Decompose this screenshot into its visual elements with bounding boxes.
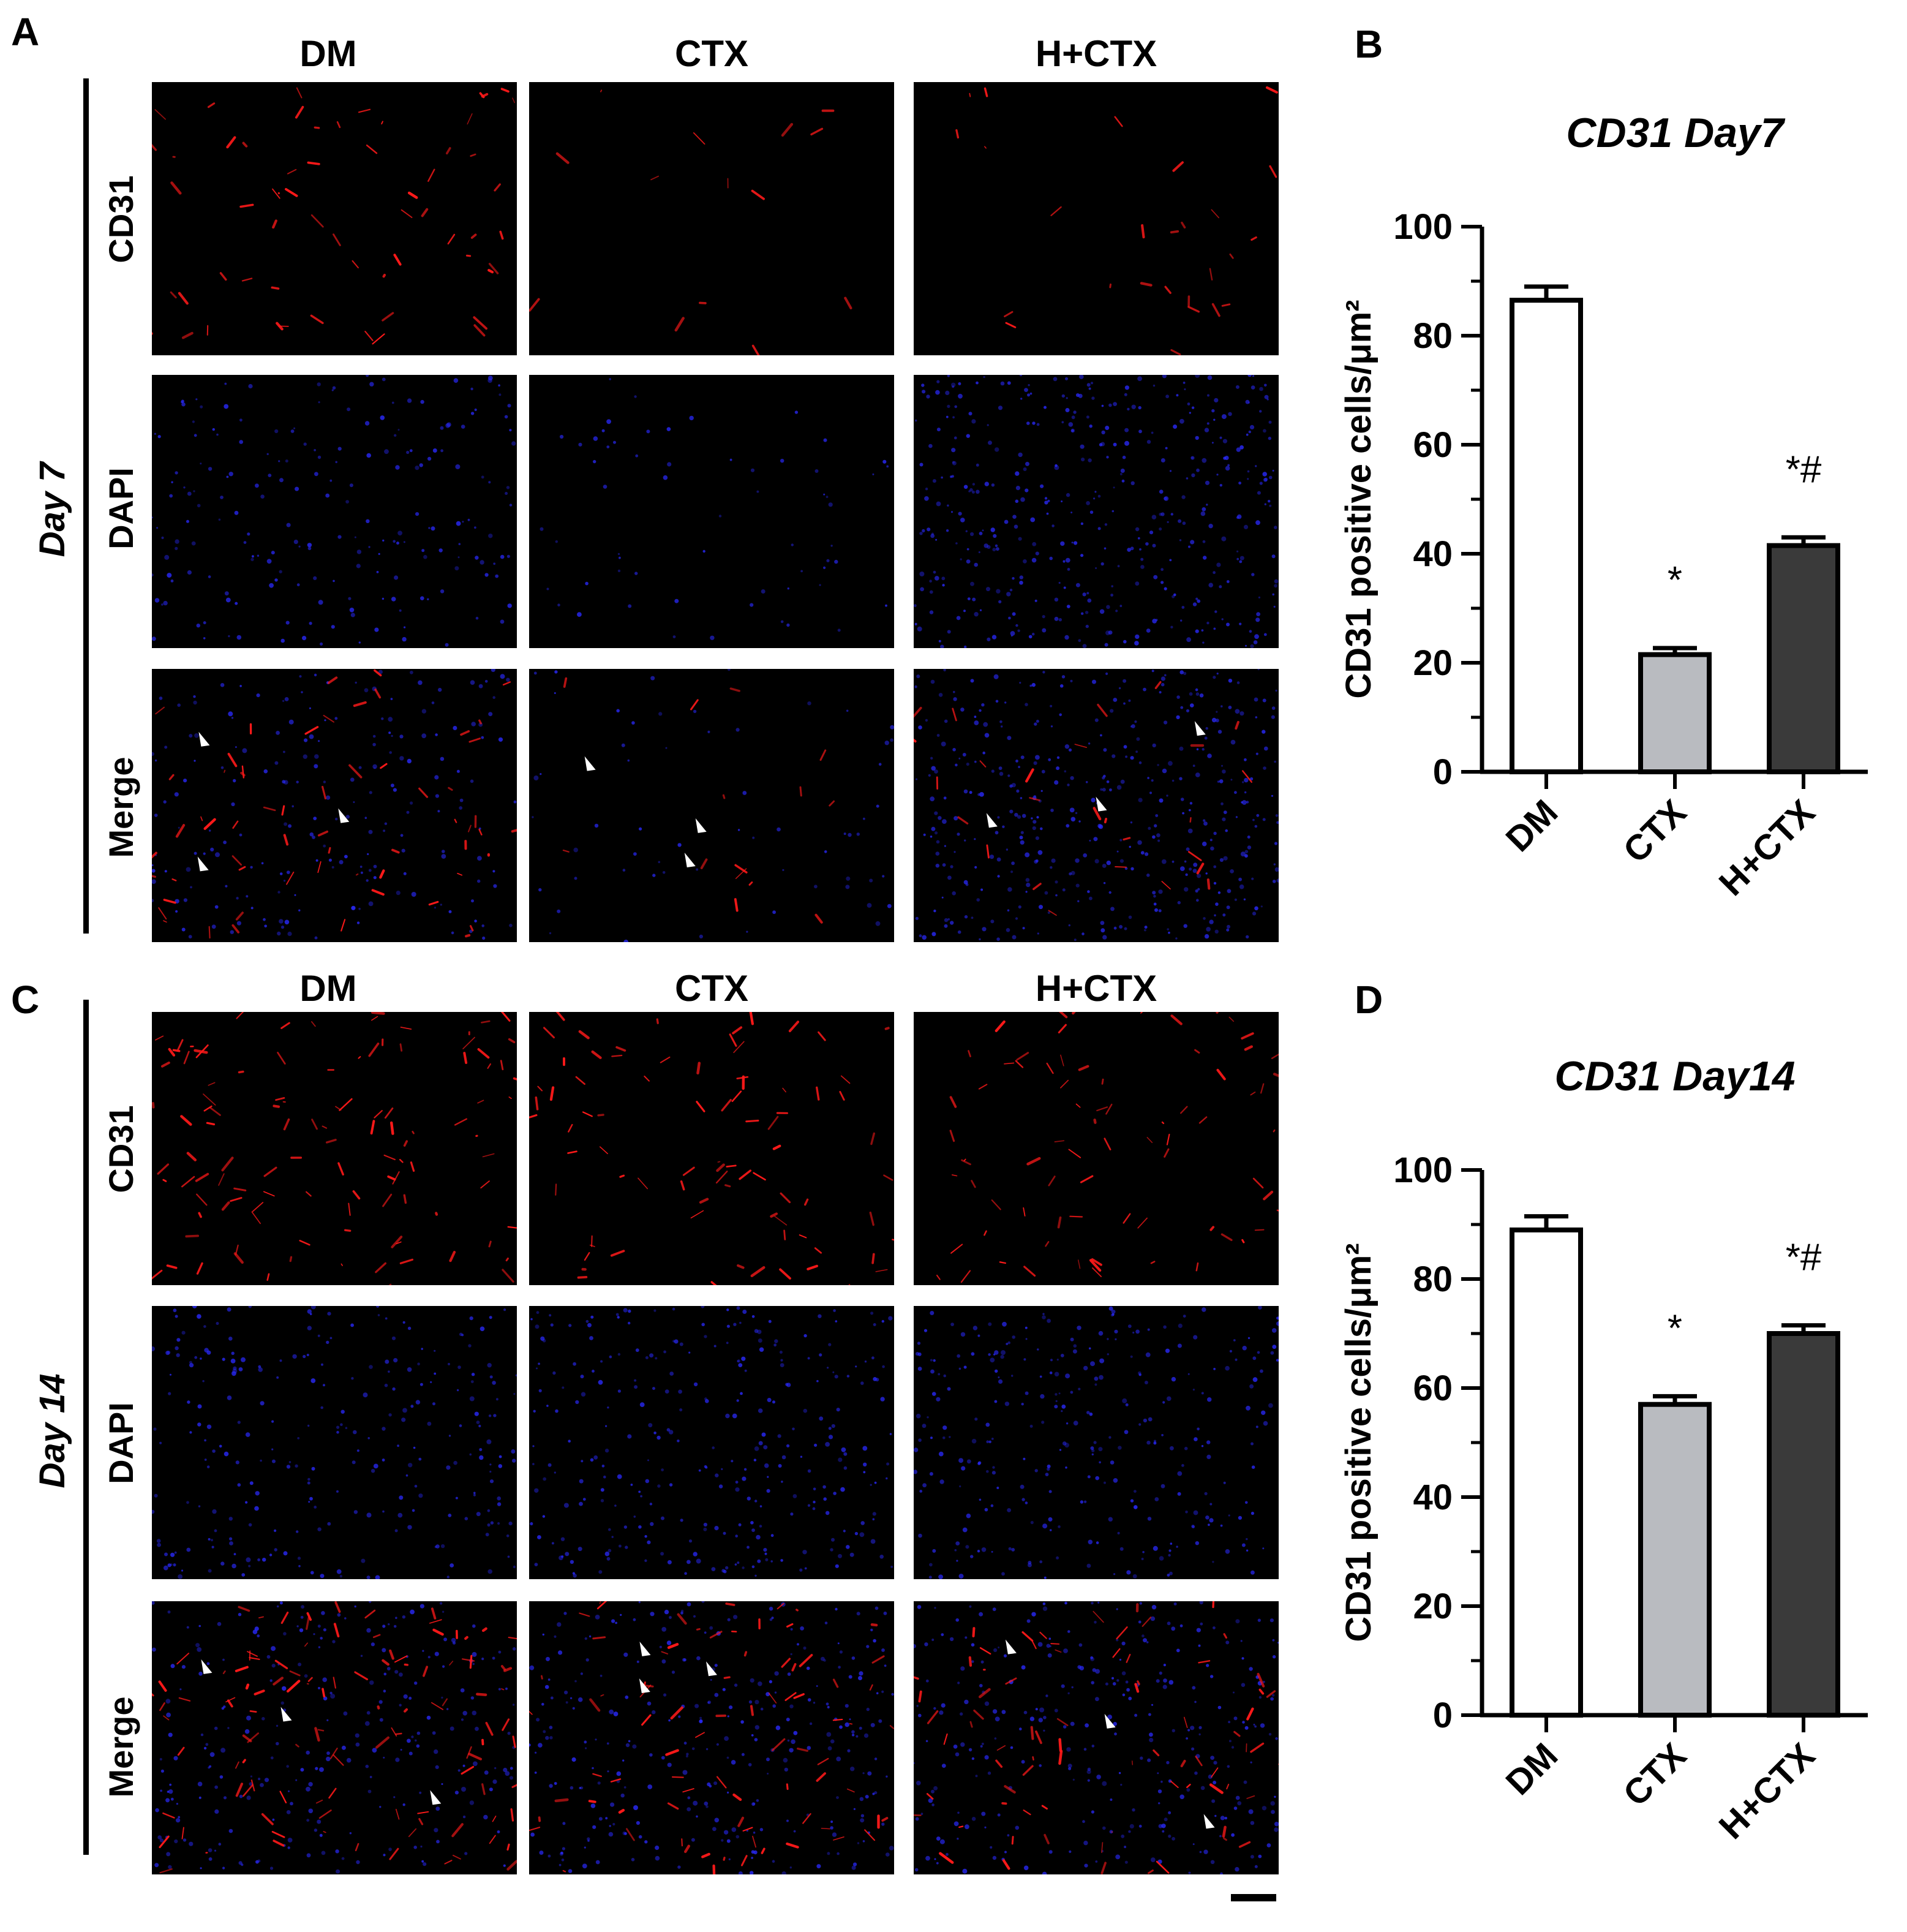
y-tick-label: 100 <box>1393 1150 1453 1190</box>
micrograph-dapi-dm-day14 <box>152 1306 517 1579</box>
panel-letter-c: C <box>11 978 40 1022</box>
row-label-merge-day14: Merge <box>102 1696 140 1798</box>
x-tick-label: H+CTX <box>1712 1735 1823 1847</box>
micrograph-merge-ctx-day7 <box>529 669 894 942</box>
y-tick-label: 0 <box>1433 1696 1453 1735</box>
micrograph-cd31-dm-day7 <box>152 82 517 355</box>
x-tick-label: DM <box>1498 1735 1565 1803</box>
column-header-hctx: H+CTX <box>1035 33 1157 74</box>
micrograph-cd31-ctx-day7 <box>529 82 894 355</box>
significance-mark: * <box>1668 1307 1682 1349</box>
bar-DM <box>1510 1227 1583 1718</box>
bar-CTX <box>1638 1402 1712 1718</box>
micrograph-merge-hctx-day7 <box>914 669 1279 942</box>
significance-mark: * <box>1668 559 1682 602</box>
micrograph-merge-hctx-day14 <box>914 1601 1279 1874</box>
row-label-dapi-day7: DAPI <box>102 467 140 549</box>
bar-CTX <box>1638 652 1712 775</box>
micrograph-dapi-ctx-day14 <box>529 1306 894 1579</box>
column-header-dm: DM <box>299 33 357 74</box>
x-tick-label: H+CTX <box>1712 792 1823 904</box>
day7-label: Day 7 <box>32 462 72 557</box>
micrograph-dapi-hctx-day7 <box>914 375 1279 648</box>
column-header-hctx-day14: H+CTX <box>1035 968 1157 1009</box>
chart-cd31-day14: CD31 Day14 CD31 positive cells/μm² 0 20 40 60… <box>1339 1053 1868 1847</box>
y-axis-label: CD31 positive cells/μm² <box>1339 300 1379 698</box>
y-tick-label: 0 <box>1433 752 1453 792</box>
micrograph-merge-ctx-day14 <box>529 1601 894 1874</box>
y-tick-label: 40 <box>1413 1477 1453 1517</box>
y-tick-label: 20 <box>1413 1587 1453 1626</box>
micrograph-cd31-hctx-day7 <box>914 82 1279 355</box>
bar-H+CTX <box>1767 1331 1840 1718</box>
chart-cd31-day7: CD31 Day7 CD31 positive cells/μm² 0 20 40 60 8… <box>1339 110 1868 904</box>
x-tick-label: CTX <box>1615 1735 1694 1814</box>
micrograph-dapi-hctx-day14 <box>914 1306 1279 1579</box>
micrograph-merge-dm-day7 <box>152 669 517 942</box>
y-tick-label: 60 <box>1413 1368 1453 1408</box>
panel-letter-a: A <box>11 10 40 54</box>
x-tick-label: CTX <box>1615 792 1694 870</box>
y-tick-label: 100 <box>1393 207 1453 247</box>
y-tick-label: 60 <box>1413 425 1453 465</box>
day7-bracket-line <box>83 78 89 934</box>
micrograph-dapi-dm-day7 <box>152 375 517 648</box>
micrograph-cd31-ctx-day14 <box>529 1012 894 1285</box>
scale-bar <box>1231 1894 1276 1901</box>
significance-mark: *# <box>1786 448 1822 491</box>
column-header-ctx: CTX <box>675 33 748 74</box>
significance-mark: *# <box>1786 1237 1822 1279</box>
x-tick-label: DM <box>1498 792 1565 859</box>
row-label-cd31-day14: CD31 <box>102 1105 140 1193</box>
column-header-ctx-day14: CTX <box>675 968 748 1009</box>
micrograph-merge-dm-day14 <box>152 1601 517 1874</box>
micrograph-cd31-hctx-day14 <box>914 1012 1279 1285</box>
day14-label: Day 14 <box>32 1373 72 1489</box>
y-tick-label: 80 <box>1413 1259 1453 1299</box>
y-tick-label: 20 <box>1413 643 1453 683</box>
micrograph-cd31-dm-day14 <box>152 1012 517 1285</box>
column-header-dm-day14: DM <box>299 968 357 1009</box>
chart-title: CD31 Day7 <box>1566 110 1785 156</box>
y-tick-label: 80 <box>1413 316 1453 356</box>
y-axis-label: CD31 positive cells/μm² <box>1339 1243 1379 1642</box>
day14-bracket-line <box>83 1000 89 1855</box>
row-label-dapi-day14: DAPI <box>102 1402 140 1484</box>
panel-letter-b: B <box>1355 22 1383 66</box>
y-tick-label: 40 <box>1413 534 1453 574</box>
bar-DM <box>1510 298 1583 774</box>
chart-title: CD31 Day14 <box>1554 1053 1795 1100</box>
row-label-cd31-day7: CD31 <box>102 175 140 263</box>
panel-letter-d: D <box>1355 978 1383 1022</box>
micrograph-dapi-ctx-day7 <box>529 375 894 648</box>
row-label-merge-day7: Merge <box>102 757 140 858</box>
bar-H+CTX <box>1767 543 1840 775</box>
